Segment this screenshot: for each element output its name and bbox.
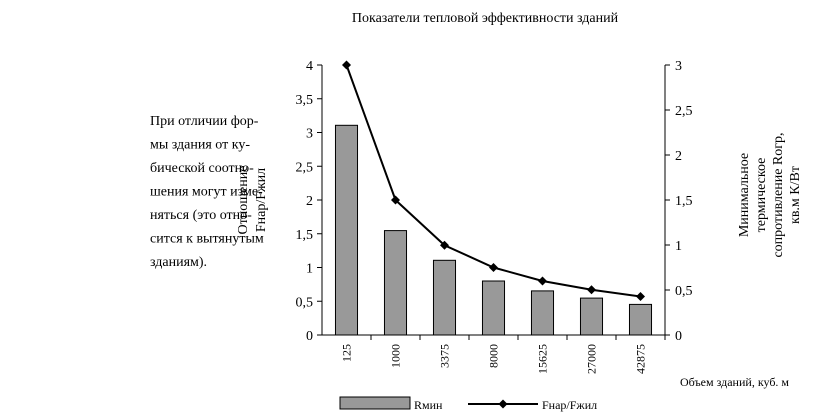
- y-tick-label: 1,5: [296, 228, 314, 243]
- x-tick-label: 3375: [438, 344, 452, 368]
- body-text-line: При отличии фор-: [150, 114, 259, 129]
- y2-axis-title: термическое: [754, 158, 769, 233]
- y-tick-label: 0: [306, 329, 313, 344]
- y-tick-label: 2,5: [296, 160, 314, 175]
- bar: [432, 259, 457, 336]
- marker: [587, 285, 596, 295]
- y-tick-label: 0,5: [296, 295, 314, 310]
- bar: [530, 290, 555, 336]
- y2-axis-title: Минимальное: [737, 153, 752, 237]
- marker: [636, 292, 645, 302]
- x-tick-label: 8000: [487, 344, 501, 368]
- x-axis-title: Объем зданий, куб. м: [680, 375, 789, 389]
- y-tick-label: 4: [306, 59, 313, 74]
- body-text-line: бической соотно-: [150, 161, 254, 176]
- y2-tick-label: 3: [675, 59, 682, 74]
- y-tick-label: 3,5: [296, 93, 314, 108]
- y2-tick-label: 0: [675, 329, 682, 344]
- bar: [628, 303, 653, 336]
- body-text-line: шения могут изме-: [150, 185, 263, 200]
- bar: [383, 230, 408, 336]
- y2-axis-title: сопротивление Rогр,: [771, 132, 786, 257]
- bar: [481, 280, 506, 336]
- body-text-line: мы здания от ку-: [150, 138, 250, 153]
- x-tick-label: 42875: [634, 344, 648, 374]
- marker: [440, 240, 449, 250]
- y2-tick-label: 2,5: [675, 104, 693, 119]
- y-axis-title: Fнар/Fжил: [254, 168, 269, 232]
- x-tick-label: 125: [340, 344, 354, 362]
- legend-label: Fнар/Fжил: [542, 398, 597, 412]
- legend-label: Rмин: [414, 398, 443, 412]
- y2-tick-label: 2: [675, 149, 682, 164]
- legend-marker: [498, 399, 508, 409]
- x-tick-label: 27000: [585, 344, 599, 374]
- marker: [342, 60, 351, 70]
- bar: [334, 124, 359, 336]
- x-tick-label: 1000: [389, 344, 403, 368]
- body-text-line: няться (это отно-: [150, 208, 252, 223]
- y-tick-label: 3: [306, 127, 313, 142]
- marker: [538, 276, 547, 286]
- chart-title: Показатели тепловой эффективности зданий: [352, 11, 619, 26]
- body-text-line: зданиям).: [150, 255, 207, 270]
- marker: [391, 195, 400, 205]
- y-tick-label: 2: [306, 194, 313, 209]
- y-tick-label: 1: [306, 262, 313, 277]
- y2-tick-label: 1,5: [675, 194, 693, 209]
- x-tick-label: 15625: [536, 344, 550, 374]
- bar: [579, 297, 604, 336]
- y-axis-title: Отношение: [236, 166, 251, 235]
- body-text-line: сится к вытянутым: [150, 232, 264, 247]
- marker: [489, 263, 498, 272]
- y2-axis-title: кв.м К/Вт: [788, 166, 803, 224]
- legend-swatch: [339, 396, 411, 410]
- y2-tick-label: 1: [675, 239, 682, 254]
- y2-tick-label: 0,5: [675, 284, 693, 299]
